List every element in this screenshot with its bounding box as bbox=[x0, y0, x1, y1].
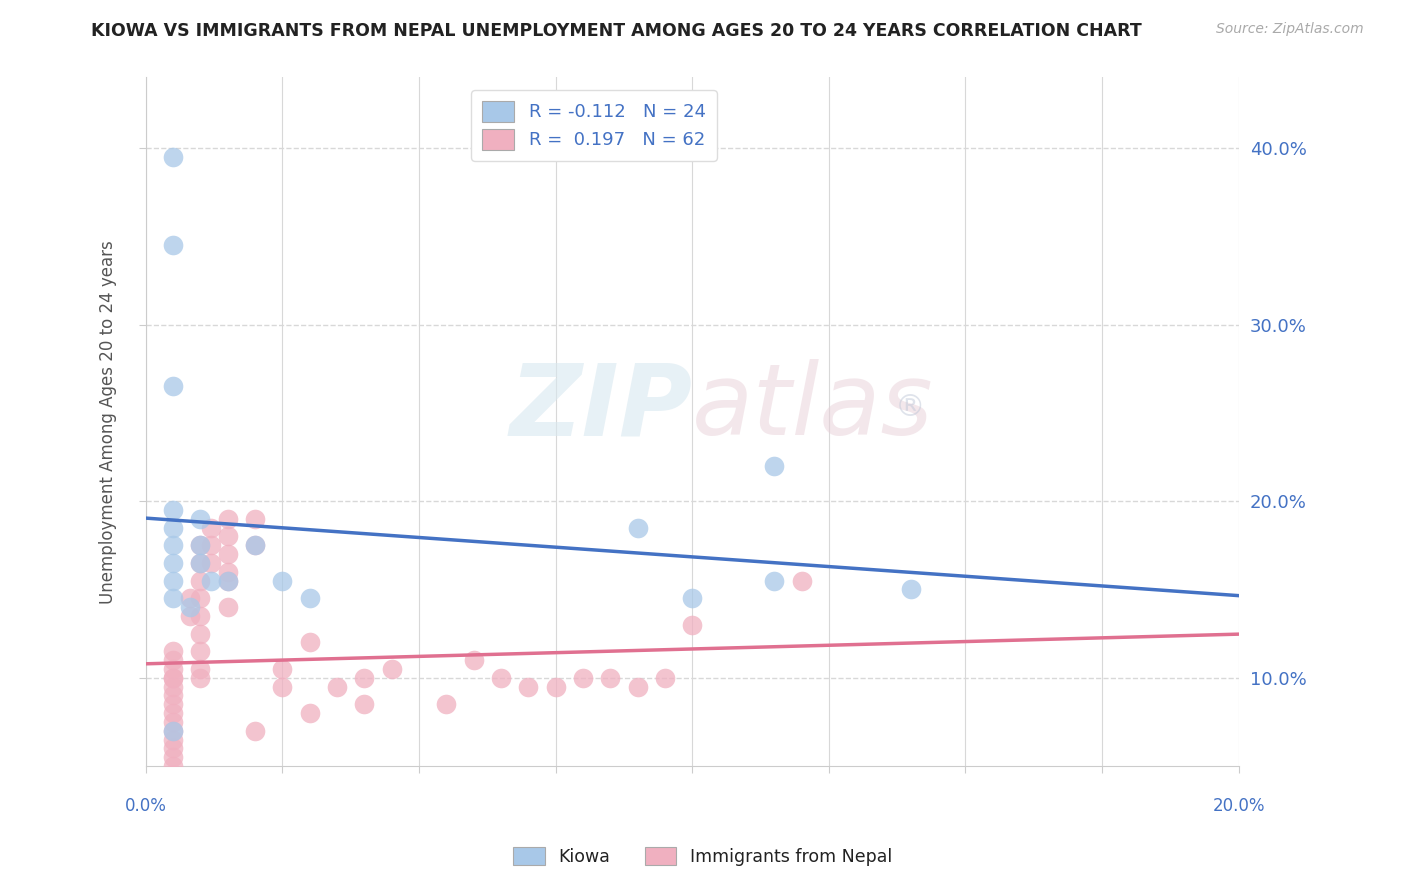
Point bbox=[162, 785, 184, 799]
Point bbox=[434, 697, 457, 711]
Point bbox=[179, 600, 201, 615]
Point bbox=[217, 574, 239, 588]
Point bbox=[162, 150, 184, 164]
Point bbox=[271, 662, 294, 676]
Point bbox=[162, 706, 184, 720]
Point bbox=[298, 591, 321, 606]
Point bbox=[162, 671, 184, 685]
Point bbox=[790, 574, 813, 588]
Point bbox=[190, 556, 212, 570]
Point bbox=[162, 714, 184, 729]
Point bbox=[190, 591, 212, 606]
Point bbox=[190, 574, 212, 588]
Point bbox=[190, 626, 212, 640]
Point bbox=[217, 547, 239, 561]
Point bbox=[217, 600, 239, 615]
Point bbox=[162, 574, 184, 588]
Text: ®: ® bbox=[894, 393, 925, 423]
Point bbox=[162, 671, 184, 685]
Point bbox=[190, 644, 212, 658]
Point bbox=[162, 521, 184, 535]
Point bbox=[162, 803, 184, 817]
Point bbox=[190, 671, 212, 685]
Point bbox=[544, 680, 567, 694]
Point bbox=[162, 689, 184, 703]
Point bbox=[190, 512, 212, 526]
Text: ZIP: ZIP bbox=[509, 359, 692, 457]
Point bbox=[463, 653, 485, 667]
Point bbox=[190, 662, 212, 676]
Point bbox=[179, 609, 201, 624]
Point bbox=[271, 574, 294, 588]
Point bbox=[626, 521, 648, 535]
Point bbox=[162, 750, 184, 764]
Point bbox=[243, 538, 266, 552]
Point bbox=[162, 723, 184, 738]
Point bbox=[217, 512, 239, 526]
Point bbox=[162, 379, 184, 393]
Point bbox=[599, 671, 621, 685]
Point bbox=[162, 732, 184, 747]
Point bbox=[517, 680, 540, 694]
Text: Source: ZipAtlas.com: Source: ZipAtlas.com bbox=[1216, 22, 1364, 37]
Point bbox=[381, 662, 404, 676]
Point bbox=[200, 556, 222, 570]
Point bbox=[162, 768, 184, 782]
Point bbox=[243, 723, 266, 738]
Text: atlas: atlas bbox=[692, 359, 934, 457]
Point bbox=[190, 609, 212, 624]
Point bbox=[190, 538, 212, 552]
Point bbox=[353, 697, 375, 711]
Point bbox=[190, 538, 212, 552]
Point bbox=[162, 821, 184, 835]
Point bbox=[626, 680, 648, 694]
Point bbox=[763, 574, 786, 588]
Point bbox=[900, 582, 922, 597]
Point bbox=[162, 697, 184, 711]
Point bbox=[243, 512, 266, 526]
Text: KIOWA VS IMMIGRANTS FROM NEPAL UNEMPLOYMENT AMONG AGES 20 TO 24 YEARS CORRELATIO: KIOWA VS IMMIGRANTS FROM NEPAL UNEMPLOYM… bbox=[91, 22, 1142, 40]
Point bbox=[162, 238, 184, 252]
Point bbox=[298, 706, 321, 720]
Point bbox=[162, 741, 184, 756]
Point bbox=[162, 556, 184, 570]
Point bbox=[654, 671, 676, 685]
Point bbox=[217, 529, 239, 543]
Point bbox=[162, 591, 184, 606]
Point bbox=[271, 680, 294, 694]
Point bbox=[200, 538, 222, 552]
Point bbox=[162, 644, 184, 658]
Y-axis label: Unemployment Among Ages 20 to 24 years: Unemployment Among Ages 20 to 24 years bbox=[100, 240, 117, 604]
Point bbox=[489, 671, 512, 685]
Point bbox=[217, 574, 239, 588]
Point bbox=[298, 635, 321, 649]
Legend: Kiowa, Immigrants from Nepal: Kiowa, Immigrants from Nepal bbox=[506, 840, 900, 872]
Text: 20.0%: 20.0% bbox=[1212, 797, 1265, 814]
Point bbox=[162, 759, 184, 773]
Point bbox=[162, 723, 184, 738]
Point bbox=[572, 671, 595, 685]
Point bbox=[162, 777, 184, 791]
Point bbox=[200, 521, 222, 535]
Text: 0.0%: 0.0% bbox=[125, 797, 167, 814]
Point bbox=[326, 680, 349, 694]
Point bbox=[162, 503, 184, 517]
Point bbox=[200, 574, 222, 588]
Point bbox=[162, 680, 184, 694]
Point bbox=[162, 653, 184, 667]
Legend: R = -0.112   N = 24, R =  0.197   N = 62: R = -0.112 N = 24, R = 0.197 N = 62 bbox=[471, 90, 717, 161]
Point bbox=[681, 591, 703, 606]
Point bbox=[217, 565, 239, 579]
Point bbox=[243, 538, 266, 552]
Point bbox=[353, 671, 375, 685]
Point bbox=[190, 556, 212, 570]
Point bbox=[763, 458, 786, 473]
Point bbox=[681, 617, 703, 632]
Point bbox=[179, 591, 201, 606]
Point bbox=[162, 538, 184, 552]
Point bbox=[162, 662, 184, 676]
